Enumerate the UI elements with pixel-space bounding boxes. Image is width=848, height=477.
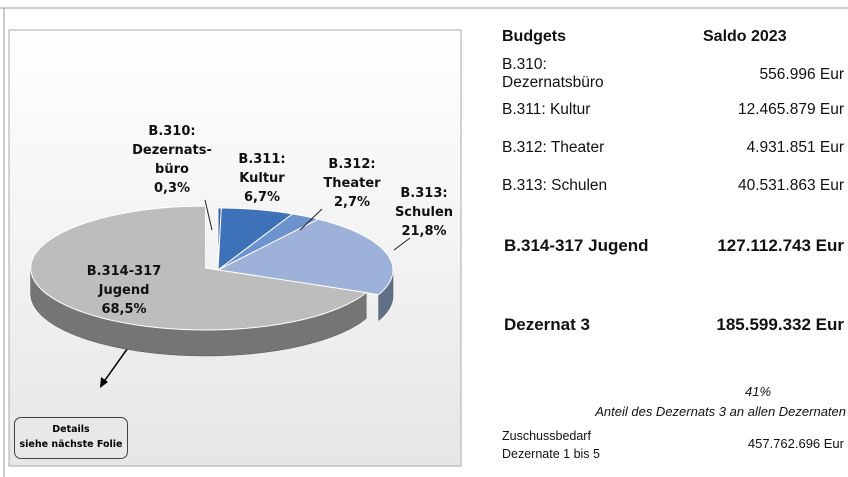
row-value: 40.531.863 Eur [737, 177, 844, 194]
row-value: 127.112.743 Eur [717, 236, 844, 255]
row-value: 4.931.851 Eur [746, 139, 844, 156]
row-label: Dezernat 3 [504, 315, 590, 334]
row-value: 185.599.332 Eur [716, 315, 844, 334]
slice [217, 213, 320, 271]
arrow-head [100, 377, 108, 388]
row-value: 12.465.879 Eur [737, 101, 844, 118]
header-saldo: Saldo 2023 [703, 28, 787, 45]
slice [216, 218, 394, 296]
slice [217, 207, 294, 272]
slice [30, 205, 368, 331]
row-label: B.313: Schulen [502, 177, 608, 194]
slice-label: B.310: Dezernats- büro [132, 124, 212, 177]
share-label: Anteil des Dezernats 3 an allen Dezernat… [595, 404, 846, 419]
row-value: 556.996 Eur [759, 66, 844, 83]
note-box: Details siehe nächste Folie [14, 417, 128, 459]
leader-line [393, 237, 411, 251]
slice-label: B.313: Schulen [394, 186, 454, 220]
total-value: 457.762.696 Eur [747, 436, 844, 451]
total-label: Zuschussbedarf Dezernate 1 bis 5 [502, 429, 600, 461]
row-label: B.314-317 Jugend [504, 236, 649, 255]
row-label: B.311: Kultur [502, 101, 591, 118]
leader-line [204, 199, 213, 231]
share: 41% [745, 384, 772, 399]
slice-label: B.311: Kultur [238, 152, 286, 186]
leader-line [299, 208, 323, 231]
slice-value-label: 0,3% [153, 181, 191, 196]
row-label: B.312: Theater [502, 139, 605, 156]
slice-value-label: 68,5% [101, 302, 147, 317]
row-label: B.310: Dezernatsbüro [502, 56, 604, 91]
header-budgets: Budgets [502, 28, 566, 45]
slice-label: B.314-317 Jugend [86, 264, 162, 298]
pie [30, 205, 394, 357]
slice-value-label: 6,7% [243, 190, 281, 205]
slice-value-label: 21,8% [401, 224, 447, 239]
slice-value-label: 2,7% [333, 195, 371, 210]
arrow [102, 344, 131, 384]
slice-label: B.312: Theater [323, 157, 381, 191]
